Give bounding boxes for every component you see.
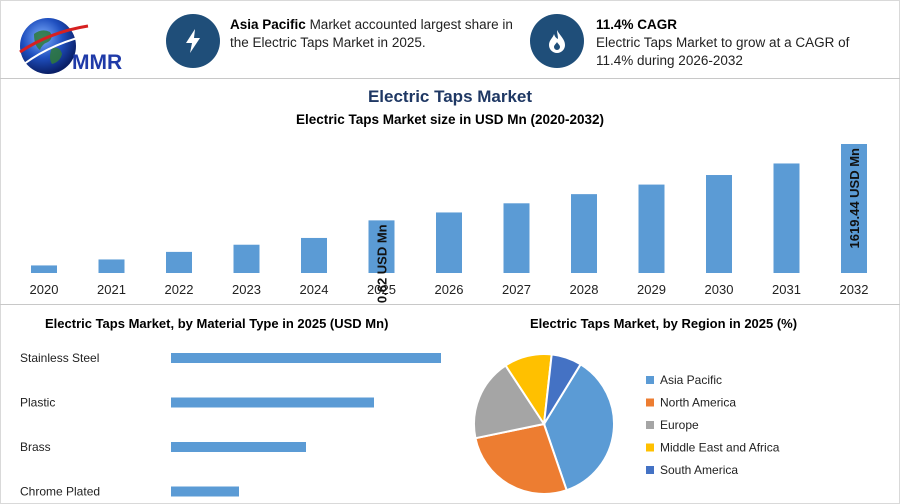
stat-bold-2: 11.4% CAGR: [596, 17, 678, 32]
flame-drop-icon: [549, 30, 565, 53]
market-size-chart-title: Electric Taps Market size in USD Mn (202…: [295, 112, 605, 127]
region-chart-title: Electric Taps Market, by Region in 2025 …: [530, 316, 798, 331]
legend-swatch-middle-east-and-africa: [646, 443, 654, 452]
legend-swatch-north-america: [646, 398, 654, 407]
material-chart-title: Electric Taps Market, by Material Type i…: [45, 316, 389, 331]
bar-2023: [233, 244, 260, 273]
bar-2030: [706, 175, 732, 273]
x-tick-2032: 2032: [840, 282, 869, 297]
header-divider: [0, 78, 900, 79]
material-bar-stainless-steel: [171, 353, 441, 363]
legend-label-south-america: South America: [660, 463, 738, 477]
bar-2025: [368, 220, 395, 273]
data-label-2025: 660.62 USD Mn: [375, 224, 390, 303]
x-tick-2031: 2031: [772, 282, 801, 297]
lightning-icon: [186, 29, 200, 53]
x-tick-2028: 2028: [570, 282, 599, 297]
stat-desc-2: Electric Taps Market to grow at a CAGR o…: [596, 35, 850, 68]
bar-2032: [841, 144, 867, 273]
material-bar-brass: [171, 442, 306, 452]
legend-label-north-america: North America: [660, 396, 736, 410]
section-divider: [0, 304, 900, 305]
legend-label-europe: Europe: [660, 418, 699, 432]
legend-swatch-asia-pacific: [646, 376, 654, 384]
stat-text-2: 11.4% CAGR Electric Taps Market to grow …: [596, 16, 886, 70]
pie-slice-north-america: [474, 422, 568, 495]
material-bar-plastic: [171, 397, 374, 408]
pie-slice-south-america: [543, 353, 582, 425]
material-bar-chrome-plated: [171, 486, 239, 497]
x-tick-2030: 2030: [705, 282, 734, 297]
bar-2028: [571, 194, 597, 273]
bar-2026: [436, 212, 462, 273]
stat-desc-1: Market accounted largest share in the El…: [230, 17, 513, 50]
stat-text-1: Asia Pacific Market accounted largest sh…: [230, 16, 530, 52]
page-title: Electric Taps Market: [367, 87, 533, 106]
x-tick-2027: 2027: [502, 282, 531, 297]
bar-2021: [98, 259, 125, 273]
material-label-chrome-plated: Chrome Plated: [20, 485, 100, 499]
pie-slice-europe: [473, 364, 546, 440]
region-pie-chart: Asia Pacific North America Europe Middle Ea…: [473, 353, 780, 495]
material-label-plastic: Plastic: [20, 396, 55, 410]
bar-2029: [638, 184, 665, 273]
stat-icon-circle-1: [166, 14, 220, 68]
stat-icon-circle-2: [530, 14, 584, 68]
x-tick-2023: 2023: [232, 282, 261, 297]
material-type-bar-chart: Stainless Steel Plastic Brass Chrome Plated: [20, 351, 441, 499]
x-tick-2025: 2025: [367, 282, 396, 297]
x-tick-2026: 2026: [435, 282, 464, 297]
x-tick-2021: 2021: [97, 282, 126, 297]
legend-swatch-europe: [646, 421, 654, 429]
bar-2020: [31, 265, 57, 273]
stat-bold-1: Asia Pacific: [230, 17, 306, 32]
x-tick-2029: 2029: [637, 282, 666, 297]
bar-2031: [773, 163, 800, 273]
bar-2024: [301, 237, 327, 273]
x-tick-2024: 2024: [300, 282, 329, 297]
logo-text: MMR: [72, 51, 122, 74]
x-tick-2022: 2022: [165, 282, 194, 297]
legend-label-middle-east-and-africa: Middle East and Africa: [660, 441, 780, 455]
x-tick-2020: 2020: [30, 282, 59, 297]
material-label-brass: Brass: [20, 440, 51, 454]
bar-2027: [503, 203, 530, 273]
data-label-2032: 1619.44 USD Mn: [847, 148, 862, 248]
legend-swatch-south-america: [646, 466, 654, 474]
mmr-logo: MMR: [19, 18, 122, 74]
bar-2022: [166, 251, 192, 273]
material-label-stainless-steel: Stainless Steel: [20, 351, 99, 365]
legend-label-asia-pacific: Asia Pacific: [660, 373, 722, 387]
